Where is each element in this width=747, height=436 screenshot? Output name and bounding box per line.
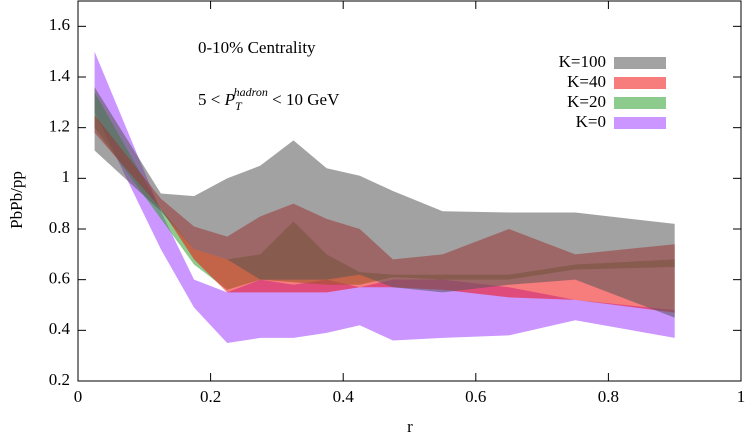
- annotation-part: P: [224, 90, 235, 109]
- x-tick-label: 0: [74, 387, 83, 406]
- y-tick-label: 0.4: [49, 319, 71, 338]
- legend-swatch: [614, 117, 666, 129]
- annotation-part: 5 <: [198, 90, 225, 109]
- y-tick-label: 0.6: [49, 269, 70, 288]
- y-tick-label: 1: [62, 167, 71, 186]
- legend-swatch: [614, 97, 666, 109]
- y-tick-label: 0.2: [49, 370, 70, 389]
- x-axis-label: r: [407, 417, 413, 436]
- x-tick-label: 0.4: [333, 387, 355, 406]
- y-tick-label: 0.8: [49, 218, 70, 237]
- y-tick-label: 1.2: [49, 117, 70, 136]
- y-tick-label: 1.4: [49, 66, 71, 85]
- annotation-part: T: [235, 99, 243, 113]
- legend-label: K=40: [567, 72, 606, 91]
- x-tick-label: 1: [737, 387, 746, 406]
- legend-swatch: [614, 57, 666, 69]
- annotation: 0-10% Centrality: [198, 38, 316, 57]
- plot-frame: [77, 0, 742, 382]
- legend-label: K=100: [559, 52, 606, 71]
- x-tick-label: 0.8: [598, 387, 619, 406]
- band: [94, 87, 675, 318]
- legend-label: K=0: [576, 112, 606, 131]
- x-tick-label: 0.2: [200, 387, 221, 406]
- y-tick-label: 1.6: [49, 15, 70, 34]
- annotation: 5 < PThadron < 10 GeV: [198, 85, 340, 113]
- legend-label: K=20: [567, 92, 606, 111]
- annotation-part: < 10 GeV: [268, 90, 340, 109]
- y-axis-label: PbPb/pp: [7, 171, 26, 229]
- x-tick-label: 0.6: [465, 387, 486, 406]
- legend-swatch: [614, 77, 666, 89]
- annotation-part: hadron: [234, 85, 268, 99]
